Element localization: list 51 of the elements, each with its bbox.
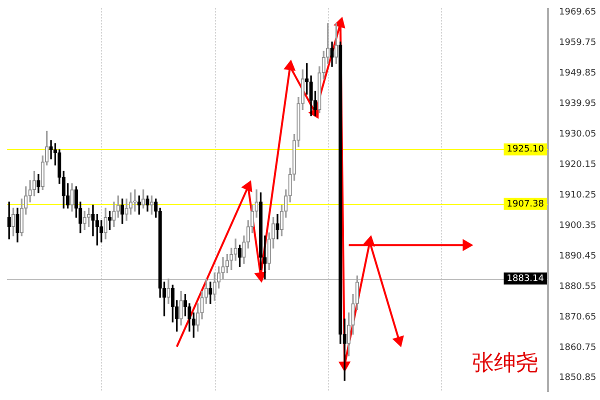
candlestick xyxy=(221,257,225,280)
candlestick xyxy=(150,196,154,215)
candlestick xyxy=(141,189,146,208)
y-tick-label: 1949.85 xyxy=(559,68,596,79)
candlestick xyxy=(91,204,95,236)
candlestick xyxy=(7,202,11,240)
candlestick xyxy=(133,189,137,212)
candlestick xyxy=(11,208,16,236)
candlestick xyxy=(112,202,116,227)
y-tick-label: 1959.75 xyxy=(559,38,596,48)
y-tick-label: 1890.45 xyxy=(559,251,596,262)
candlestick xyxy=(212,272,216,301)
candlestick xyxy=(234,238,238,261)
y-tick-label: 1910.25 xyxy=(559,190,596,200)
point xyxy=(364,236,375,246)
candlestick xyxy=(124,198,128,221)
y-tick-label: 1930.05 xyxy=(559,129,596,140)
candlestick xyxy=(338,42,342,344)
y-tick-label: 1969.65 xyxy=(559,8,596,18)
y-tick-label: 1920.15 xyxy=(559,160,596,170)
point xyxy=(242,181,252,192)
point xyxy=(255,272,266,282)
point xyxy=(334,18,345,28)
ref-line-label: 1883.14 xyxy=(506,274,544,284)
candlestick xyxy=(276,214,280,240)
candlestick xyxy=(188,303,192,332)
y-tick-label: 1860.75 xyxy=(559,342,596,353)
point xyxy=(284,60,296,71)
candlestick xyxy=(16,208,20,242)
candlestick xyxy=(70,183,74,212)
y-tick-label: 1850.85 xyxy=(559,373,596,384)
candlestick xyxy=(334,23,338,64)
point xyxy=(393,336,404,346)
candlestick xyxy=(49,140,53,160)
candlestick xyxy=(309,75,313,116)
candlestick xyxy=(40,156,44,190)
y-tick-label: 1880.55 xyxy=(559,282,596,292)
ref-line-label: 1925.10 xyxy=(506,144,544,155)
y-tick-label: 1939.95 xyxy=(559,99,596,110)
ref-line-label: 1907.38 xyxy=(506,199,544,210)
y-tick-label: 1870.65 xyxy=(559,312,596,322)
candlestick xyxy=(45,130,49,166)
candlestick xyxy=(108,210,112,230)
candlestick xyxy=(104,208,108,240)
candlestick xyxy=(36,174,40,194)
annotation: 张绅尧 xyxy=(472,350,538,378)
candlestick xyxy=(179,290,183,326)
candlestick xyxy=(82,210,86,230)
candlestick xyxy=(137,196,141,215)
y-tick-label: 1900.35 xyxy=(559,220,596,231)
candlestick xyxy=(166,278,170,304)
